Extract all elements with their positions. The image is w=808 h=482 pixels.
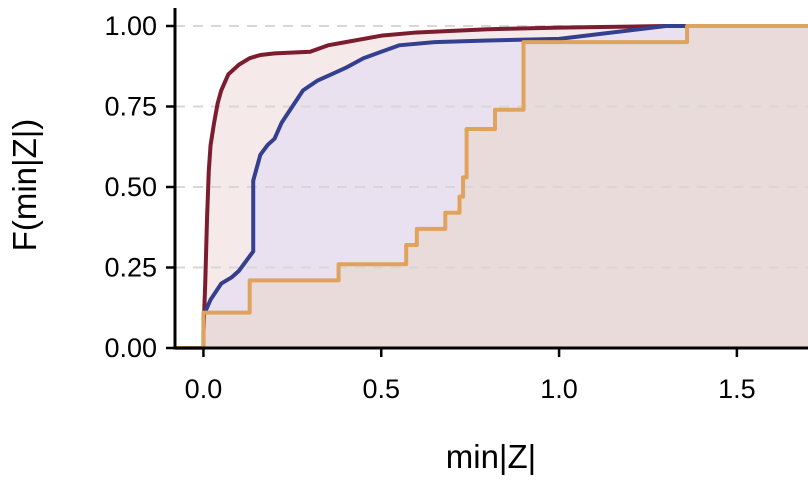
series-line-layer bbox=[173, 24, 808, 350]
series-line-1 bbox=[173, 24, 808, 350]
y-tick-label-3: 0.50 bbox=[104, 172, 157, 202]
y-tick-label-2: 0.25 bbox=[104, 253, 157, 283]
y-tick-label-4: 0.75 bbox=[104, 92, 157, 122]
y-axis-title: F(min|Z|) bbox=[6, 119, 43, 252]
x-tick-label-1: 0.0 bbox=[185, 374, 223, 404]
tick-layer: 0.00 0.25 0.50 0.75 1.00 0.0 0.5 1.0 1.5 bbox=[104, 11, 755, 404]
x-tick-label-2: 0.5 bbox=[362, 374, 400, 404]
x-tick-label-4: 1.5 bbox=[718, 374, 756, 404]
x-axis-title: min|Z| bbox=[446, 438, 536, 475]
series-line-3 bbox=[173, 24, 808, 350]
y-tick-label-1: 0.00 bbox=[104, 333, 157, 363]
x-tick-label-3: 1.0 bbox=[540, 374, 578, 404]
axes-layer bbox=[173, 8, 808, 350]
series-line-2 bbox=[201, 24, 808, 350]
y-tick-label-5: 1.00 bbox=[104, 11, 157, 41]
